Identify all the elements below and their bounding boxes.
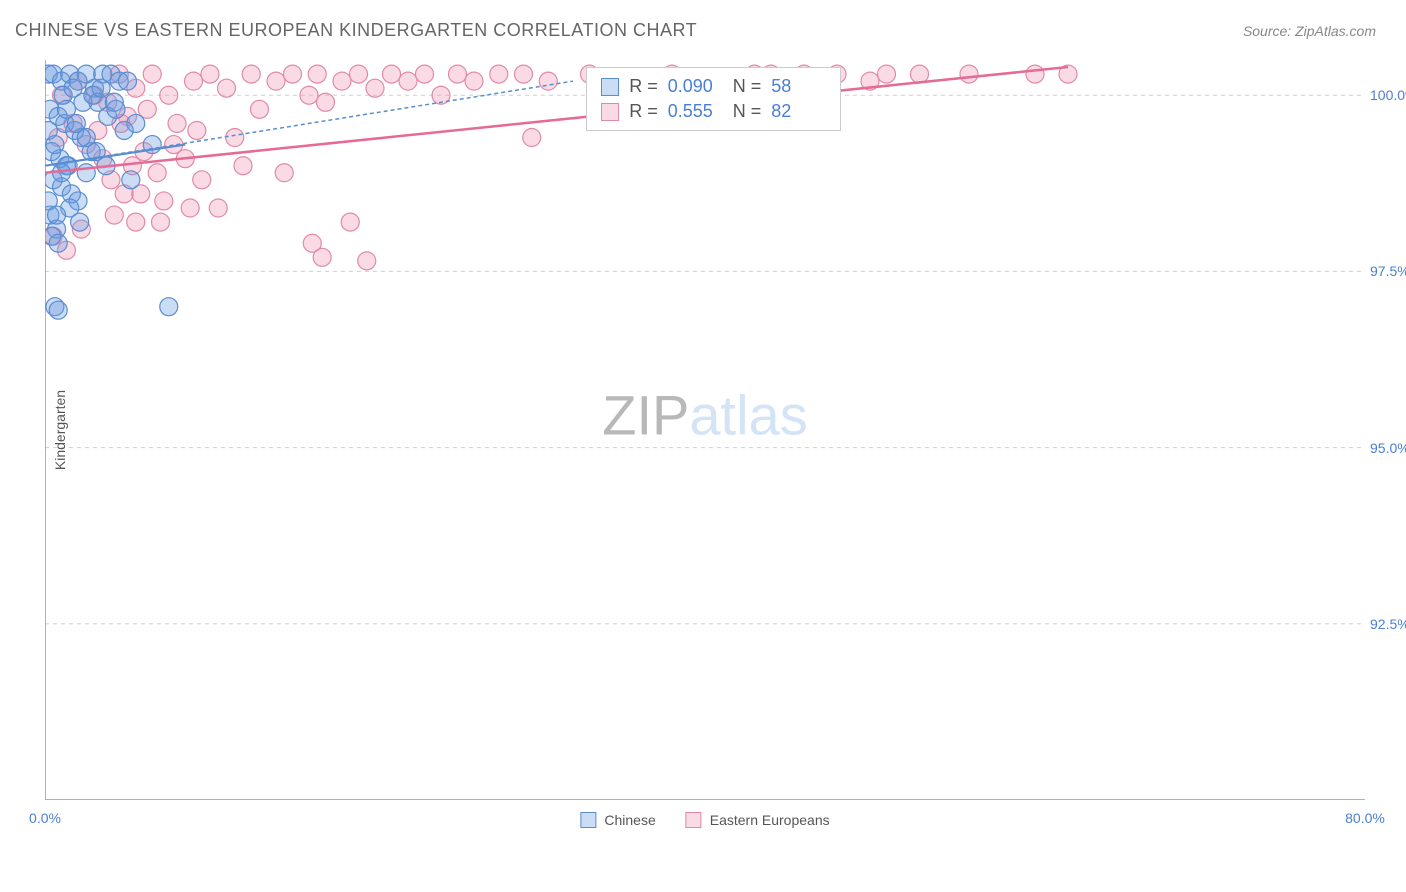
stats-r-label: R = [629,101,658,122]
stats-r-label: R = [629,76,658,97]
stats-n-label: N = [733,76,762,97]
scatter-plot [45,60,1365,800]
stats-n-value: 82 [771,101,826,122]
legend-label: Chinese [604,812,655,828]
legend-swatch [686,812,702,828]
stats-n-value: 58 [771,76,826,97]
stats-n-label: N = [733,101,762,122]
y-tick-label: 100.0% [1370,87,1406,103]
correlation-stats-box: R = 0.090 N = 58 R = 0.555 N = 82 [586,67,841,131]
chart-header: CHINESE VS EASTERN EUROPEAN KINDERGARTEN… [0,0,1406,51]
stats-row: R = 0.555 N = 82 [601,99,826,124]
y-axis-label: Kindergarten [52,390,68,470]
stats-swatch [601,78,619,96]
legend: Chinese Eastern Europeans [580,812,829,828]
stats-r-value: 0.555 [668,101,723,122]
y-tick-label: 95.0% [1370,440,1406,456]
chart-title: CHINESE VS EASTERN EUROPEAN KINDERGARTEN… [15,20,697,41]
legend-swatch [580,812,596,828]
y-tick-label: 97.5% [1370,263,1406,279]
legend-item: Eastern Europeans [686,812,830,828]
x-tick-label: 0.0% [29,810,61,826]
chart-area: Kindergarten 0.0%80.0% 92.5%95.0%97.5%10… [45,60,1365,800]
legend-label: Eastern Europeans [710,812,830,828]
stats-row: R = 0.090 N = 58 [601,74,826,99]
stats-swatch [601,103,619,121]
stats-r-value: 0.090 [668,76,723,97]
source-attribution: Source: ZipAtlas.com [1243,23,1376,39]
legend-item: Chinese [580,812,655,828]
y-tick-label: 92.5% [1370,616,1406,632]
x-tick-label: 80.0% [1345,810,1385,826]
y-tick-labels: 92.5% 95.0% 97.5% 100.0% [1370,60,1406,800]
